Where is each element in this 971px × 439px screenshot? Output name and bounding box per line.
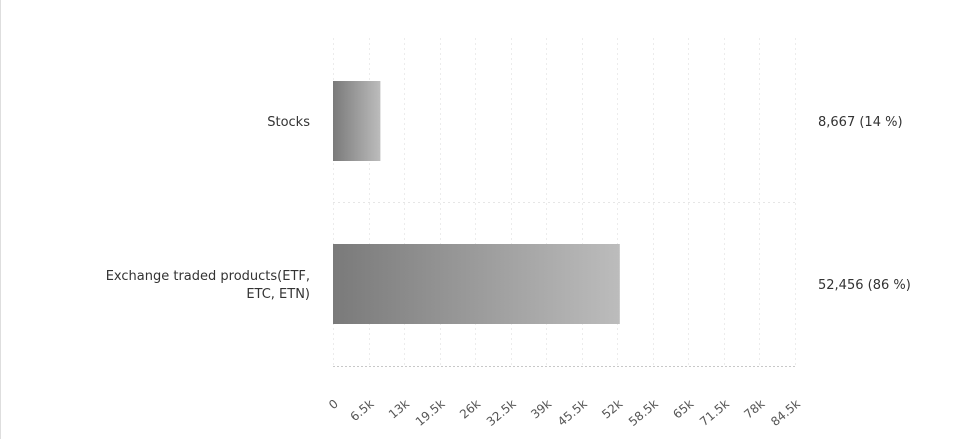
x-tick-label-3: 19.5k [413, 397, 448, 429]
x-tick-label-8: 52k [599, 397, 625, 422]
category-label-0: Stocks [267, 115, 310, 130]
x-tick-label-2: 13k [386, 397, 412, 422]
value-label-1: 52,456 (86 %) [818, 278, 911, 293]
bar-1 [333, 244, 620, 324]
category-label-line: ETC, ETN) [246, 287, 310, 302]
left-border-rule [0, 0, 1, 439]
value-label-0: 8,667 (14 %) [818, 115, 903, 130]
category-label-line: Stocks [267, 115, 310, 130]
x-tick-label-12: 78k [741, 397, 767, 422]
x-axis-ticks: 0 6.5k 13k 19.5k 26k 32.5k 39k 45.5k 52k 58.5k 65k… [326, 397, 803, 429]
x-tick-label-4: 26k [457, 397, 483, 422]
x-tick-label-5: 32.5k [484, 397, 519, 429]
x-tick-label-11: 71.5k [697, 397, 732, 429]
x-tick-label-0: 0 [326, 397, 341, 413]
category-label-line: Exchange traded products(ETF, [106, 269, 310, 284]
x-tick-label-13: 84.5k [768, 397, 803, 429]
labels: Stocks 8,667 (14 %) Exchange traded produc… [106, 115, 911, 302]
gridlines [333, 38, 796, 367]
bars [333, 81, 620, 324]
x-tick-label-7: 45.5k [555, 397, 590, 429]
x-tick-label-6: 39k [528, 397, 554, 422]
bar-0 [333, 81, 381, 161]
x-tick-label-10: 65k [670, 397, 696, 422]
category-label-1: Exchange traded products(ETF, ETC, ETN) [106, 269, 310, 302]
x-tick-label-9: 58.5k [626, 397, 661, 429]
x-tick-label-1: 6.5k [348, 397, 377, 424]
